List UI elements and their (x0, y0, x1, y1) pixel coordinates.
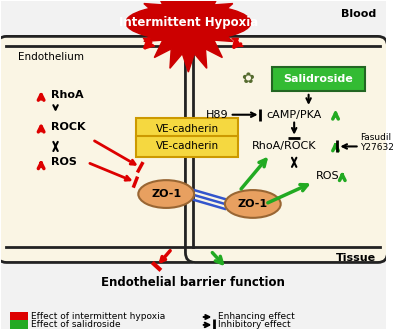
Text: Endothelium: Endothelium (18, 52, 84, 62)
Text: Blood: Blood (341, 9, 376, 19)
Polygon shape (143, 38, 155, 46)
Text: VE-cadherin: VE-cadherin (156, 141, 219, 152)
Text: Enhancing effect: Enhancing effect (218, 312, 295, 321)
Polygon shape (140, 0, 236, 72)
Bar (10, 312, 28, 322)
Text: Endothelial barrier function: Endothelial barrier function (101, 276, 285, 289)
Text: ZO-1: ZO-1 (238, 199, 268, 209)
FancyBboxPatch shape (272, 67, 365, 91)
Text: RhoA/ROCK: RhoA/ROCK (252, 141, 317, 152)
Bar (10, 320, 28, 330)
Bar (3, 48, 384, 257)
Text: H89: H89 (206, 110, 228, 120)
Text: ROS: ROS (51, 157, 77, 167)
FancyBboxPatch shape (136, 118, 238, 139)
FancyBboxPatch shape (136, 135, 238, 157)
Text: ZO-1: ZO-1 (151, 189, 181, 199)
Ellipse shape (126, 5, 251, 40)
Text: RhoA: RhoA (51, 90, 83, 100)
FancyBboxPatch shape (0, 36, 199, 262)
Polygon shape (232, 38, 243, 46)
Text: Effect of intermittent hypoxia: Effect of intermittent hypoxia (32, 312, 166, 321)
Text: Salidroside: Salidroside (283, 74, 353, 84)
Text: cAMP/PKA: cAMP/PKA (266, 110, 322, 120)
Text: ROCK: ROCK (51, 121, 85, 132)
Text: VE-cadherin: VE-cadherin (156, 123, 219, 134)
Text: Effect of salidroside: Effect of salidroside (32, 320, 121, 329)
Text: Inhibitory effect: Inhibitory effect (218, 320, 291, 329)
Ellipse shape (138, 180, 194, 208)
Text: Tissue: Tissue (336, 253, 376, 262)
Text: Fasudil
Y27632: Fasudil Y27632 (360, 133, 394, 152)
FancyBboxPatch shape (186, 36, 388, 262)
Text: ✿: ✿ (241, 71, 253, 85)
Text: ROS: ROS (316, 171, 340, 181)
Ellipse shape (225, 190, 281, 218)
Text: Intermittent Hypoxia: Intermittent Hypoxia (119, 16, 258, 29)
